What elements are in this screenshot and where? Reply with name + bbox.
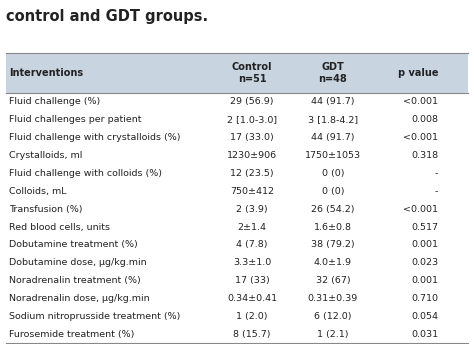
Text: 0.001: 0.001 xyxy=(411,276,438,285)
Text: control and GDT groups.: control and GDT groups. xyxy=(6,9,208,24)
Text: 0.001: 0.001 xyxy=(411,240,438,249)
Text: 1.6±0.8: 1.6±0.8 xyxy=(314,223,352,232)
Text: 8 (15.7): 8 (15.7) xyxy=(233,330,271,339)
Text: 44 (91.7): 44 (91.7) xyxy=(311,97,355,106)
Text: 750±412: 750±412 xyxy=(230,187,274,196)
Text: 2±1.4: 2±1.4 xyxy=(237,223,266,232)
Text: 0.517: 0.517 xyxy=(411,223,438,232)
Text: Interventions: Interventions xyxy=(9,68,83,78)
Text: -: - xyxy=(435,187,438,196)
Text: Dobutamine treatment (%): Dobutamine treatment (%) xyxy=(9,240,138,249)
Text: 17 (33): 17 (33) xyxy=(235,276,269,285)
Text: 12 (23.5): 12 (23.5) xyxy=(230,169,274,178)
Text: Crystalloids, ml: Crystalloids, ml xyxy=(9,151,83,160)
Text: 0 (0): 0 (0) xyxy=(322,187,344,196)
Text: 4.0±1.9: 4.0±1.9 xyxy=(314,258,352,267)
Text: 44 (91.7): 44 (91.7) xyxy=(311,133,355,142)
Text: 4 (7.8): 4 (7.8) xyxy=(236,240,268,249)
Text: 32 (67): 32 (67) xyxy=(316,276,350,285)
Text: 0 (0): 0 (0) xyxy=(322,169,344,178)
Text: Sodium nitroprusside treatment (%): Sodium nitroprusside treatment (%) xyxy=(9,312,181,321)
Text: 1 (2.0): 1 (2.0) xyxy=(236,312,268,321)
Text: Fluid challenges per patient: Fluid challenges per patient xyxy=(9,115,142,124)
Text: Fluid challenge (%): Fluid challenge (%) xyxy=(9,97,101,106)
Text: 0.054: 0.054 xyxy=(411,312,438,321)
Text: 17 (33.0): 17 (33.0) xyxy=(230,133,274,142)
Text: Transfusion (%): Transfusion (%) xyxy=(9,205,83,214)
Text: Colloids, mL: Colloids, mL xyxy=(9,187,67,196)
Text: Furosemide treatment (%): Furosemide treatment (%) xyxy=(9,330,135,339)
Text: Fluid challenge with colloids (%): Fluid challenge with colloids (%) xyxy=(9,169,163,178)
Text: 0.023: 0.023 xyxy=(411,258,438,267)
Text: 3.3±1.0: 3.3±1.0 xyxy=(233,258,271,267)
Text: <0.001: <0.001 xyxy=(403,205,438,214)
Text: Dobutamine dose, μg/kg.min: Dobutamine dose, μg/kg.min xyxy=(9,258,147,267)
Text: 29 (56.9): 29 (56.9) xyxy=(230,97,274,106)
Text: 1750±1053: 1750±1053 xyxy=(305,151,361,160)
Text: 0.710: 0.710 xyxy=(411,294,438,303)
Text: Noradrenalin dose, μg/kg.min: Noradrenalin dose, μg/kg.min xyxy=(9,294,150,303)
Text: Fluid challenge with crystalloids (%): Fluid challenge with crystalloids (%) xyxy=(9,133,181,142)
Text: 0.34±0.41: 0.34±0.41 xyxy=(227,294,277,303)
Text: 0.031: 0.031 xyxy=(411,330,438,339)
Text: 0.318: 0.318 xyxy=(411,151,438,160)
Text: GDT
n=48: GDT n=48 xyxy=(319,62,347,84)
Text: 1 (2.1): 1 (2.1) xyxy=(317,330,349,339)
Text: 0.008: 0.008 xyxy=(411,115,438,124)
Text: Control
n=51: Control n=51 xyxy=(232,62,272,84)
Text: 26 (54.2): 26 (54.2) xyxy=(311,205,355,214)
Text: 2 (3.9): 2 (3.9) xyxy=(236,205,268,214)
Text: 38 (79.2): 38 (79.2) xyxy=(311,240,355,249)
Text: 1230±906: 1230±906 xyxy=(227,151,277,160)
Text: 6 (12.0): 6 (12.0) xyxy=(314,312,352,321)
Text: 3 [1.8-4.2]: 3 [1.8-4.2] xyxy=(308,115,358,124)
Text: 0.31±0.39: 0.31±0.39 xyxy=(308,294,358,303)
Text: Noradrenalin treatment (%): Noradrenalin treatment (%) xyxy=(9,276,141,285)
Text: 2 [1.0-3.0]: 2 [1.0-3.0] xyxy=(227,115,277,124)
Text: Red blood cells, units: Red blood cells, units xyxy=(9,223,110,232)
Text: <0.001: <0.001 xyxy=(403,97,438,106)
Text: p value: p value xyxy=(398,68,438,78)
Text: <0.001: <0.001 xyxy=(403,133,438,142)
Text: -: - xyxy=(435,169,438,178)
